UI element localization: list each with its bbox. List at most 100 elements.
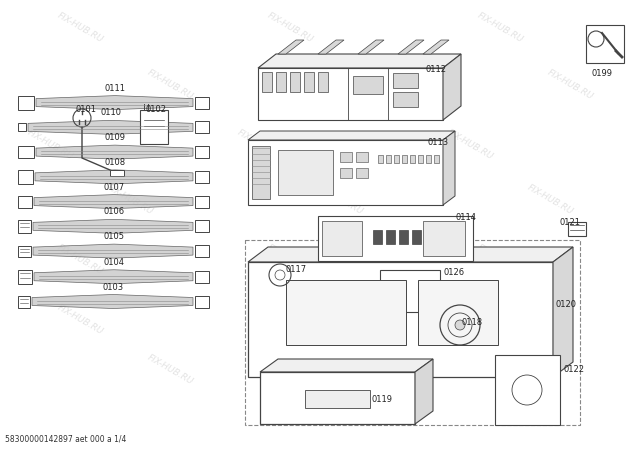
Bar: [434, 155, 439, 163]
Bar: [252, 146, 270, 199]
Polygon shape: [33, 219, 193, 234]
Polygon shape: [248, 131, 455, 140]
Polygon shape: [248, 247, 573, 262]
Polygon shape: [34, 270, 193, 284]
Bar: [340, 152, 352, 162]
Bar: [568, 222, 586, 236]
Bar: [305, 390, 370, 408]
Text: FIX-HUB.RU: FIX-HUB.RU: [476, 303, 525, 337]
Polygon shape: [278, 40, 304, 54]
Bar: [386, 155, 391, 163]
Text: FIX-HUB.RU: FIX-HUB.RU: [25, 128, 74, 162]
Text: 0112: 0112: [425, 65, 446, 74]
Bar: [425, 230, 434, 244]
Bar: [278, 150, 333, 195]
Polygon shape: [28, 120, 193, 135]
Text: 0118: 0118: [462, 318, 483, 327]
Text: FIX-HUB.RU: FIX-HUB.RU: [356, 353, 404, 387]
Bar: [195, 220, 209, 232]
Text: FIX-HUB.RU: FIX-HUB.RU: [445, 128, 495, 162]
Text: 0120: 0120: [555, 300, 576, 309]
Text: 0103: 0103: [102, 283, 123, 292]
Bar: [18, 123, 26, 131]
Circle shape: [455, 320, 465, 330]
Polygon shape: [260, 359, 433, 372]
Bar: [356, 168, 368, 178]
Text: 0109: 0109: [104, 133, 125, 142]
Text: FIX-HUB.RU: FIX-HUB.RU: [106, 183, 155, 217]
Polygon shape: [318, 40, 344, 54]
Text: FIX-HUB.RU: FIX-HUB.RU: [55, 11, 104, 45]
Polygon shape: [258, 68, 443, 120]
Text: 0119: 0119: [372, 395, 393, 404]
Bar: [140, 110, 168, 144]
Bar: [410, 155, 415, 163]
Text: FIX-HUB.RU: FIX-HUB.RU: [265, 243, 315, 277]
Text: 0199: 0199: [592, 69, 613, 78]
Bar: [18, 170, 33, 184]
Bar: [18, 220, 31, 234]
Bar: [195, 196, 209, 207]
Text: 0108: 0108: [104, 158, 125, 167]
Bar: [195, 245, 209, 257]
Bar: [195, 97, 209, 108]
Text: FIX-HUB.RU: FIX-HUB.RU: [55, 303, 104, 337]
Polygon shape: [358, 40, 384, 54]
Bar: [586, 25, 624, 63]
Text: 0107: 0107: [104, 183, 125, 192]
Text: 0117: 0117: [285, 265, 306, 274]
Bar: [393, 73, 418, 88]
Text: FIX-HUB.RU: FIX-HUB.RU: [476, 243, 525, 277]
Bar: [18, 146, 34, 158]
Bar: [426, 155, 431, 163]
Bar: [110, 170, 124, 176]
Polygon shape: [35, 170, 193, 184]
Bar: [402, 155, 407, 163]
Bar: [195, 271, 209, 283]
Bar: [380, 270, 440, 312]
Bar: [399, 230, 408, 244]
Text: FIX-HUB.RU: FIX-HUB.RU: [146, 68, 195, 102]
Bar: [276, 72, 286, 92]
Bar: [356, 152, 368, 162]
Bar: [378, 155, 383, 163]
Polygon shape: [248, 140, 443, 205]
Polygon shape: [260, 372, 415, 424]
Bar: [393, 92, 418, 107]
Text: FIX-HUB.RU: FIX-HUB.RU: [146, 353, 195, 387]
Polygon shape: [258, 54, 461, 68]
Polygon shape: [33, 244, 193, 258]
Bar: [451, 230, 460, 244]
Text: FIX-HUB.RU: FIX-HUB.RU: [476, 11, 525, 45]
Polygon shape: [553, 247, 573, 377]
Text: 0110: 0110: [100, 108, 121, 117]
Polygon shape: [443, 131, 455, 205]
Text: 0102: 0102: [145, 105, 166, 114]
Bar: [286, 280, 406, 345]
Polygon shape: [36, 95, 193, 110]
Bar: [394, 155, 399, 163]
Bar: [195, 296, 209, 307]
Bar: [195, 146, 209, 158]
Bar: [18, 246, 31, 257]
Bar: [418, 280, 498, 345]
Bar: [195, 122, 209, 133]
Bar: [438, 230, 447, 244]
Bar: [304, 72, 314, 92]
Text: 0101: 0101: [76, 105, 97, 114]
Bar: [18, 196, 32, 207]
Text: 0111: 0111: [104, 84, 125, 93]
Bar: [262, 72, 272, 92]
Bar: [353, 76, 383, 94]
Bar: [18, 270, 32, 284]
Polygon shape: [32, 294, 193, 309]
Text: 0126: 0126: [443, 268, 464, 277]
Bar: [340, 168, 352, 178]
Bar: [322, 221, 362, 256]
Polygon shape: [443, 54, 461, 120]
Bar: [495, 355, 560, 425]
Bar: [318, 216, 473, 261]
Polygon shape: [415, 359, 433, 424]
Bar: [245, 240, 580, 425]
Text: 0104: 0104: [104, 258, 125, 267]
